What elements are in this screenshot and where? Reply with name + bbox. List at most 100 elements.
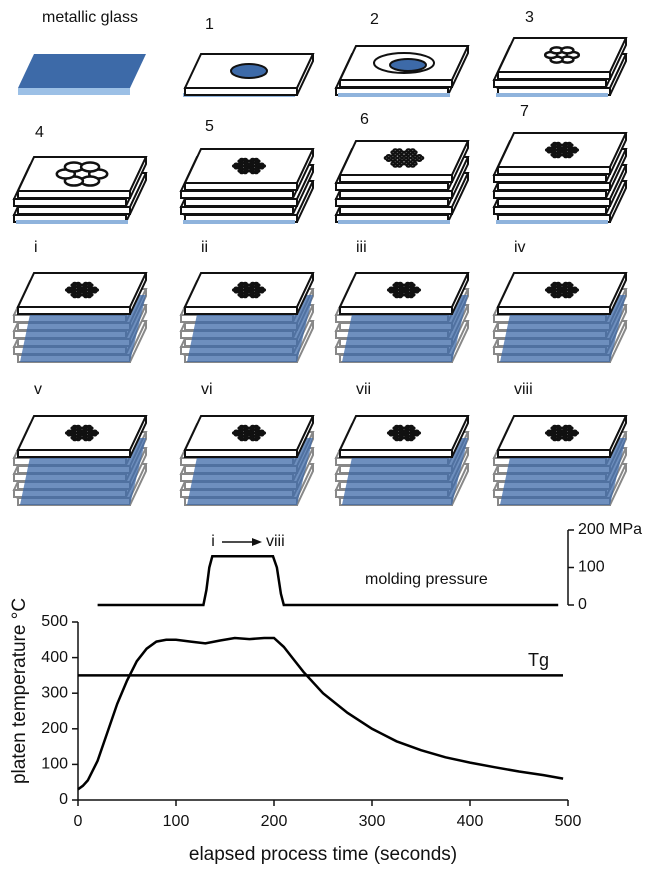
plate-front (339, 449, 453, 458)
hole (253, 434, 259, 439)
hole (408, 424, 414, 429)
panel-label: vii (356, 381, 371, 398)
glass-front (18, 88, 130, 95)
hole (86, 434, 92, 439)
hole (409, 159, 416, 165)
glass-top (18, 54, 146, 88)
plate-front (497, 449, 611, 458)
hole (414, 286, 420, 291)
panel-label: 1 (205, 16, 214, 33)
hole (408, 291, 414, 296)
glass-base (183, 220, 295, 224)
reference-label: Tg (528, 650, 549, 670)
hole (259, 429, 265, 434)
plate-front (184, 182, 298, 191)
glass-base (496, 93, 608, 97)
hole (253, 167, 259, 172)
plate-front (497, 71, 611, 80)
plate-front (493, 206, 607, 215)
y2-tick-label: 0 (578, 596, 587, 613)
panel-label: 4 (35, 124, 44, 141)
y-tick-label: 300 (41, 684, 68, 701)
annotation: molding pressure (365, 571, 488, 588)
data-line (97, 555, 559, 607)
hole (86, 424, 92, 429)
hole (397, 291, 403, 296)
y-tick-label: 0 (59, 791, 68, 808)
hole (259, 162, 265, 167)
y-tick-label: 400 (41, 649, 68, 666)
plate-front (180, 206, 294, 215)
hole (555, 434, 561, 439)
panel-label: vi (201, 381, 213, 398)
plate-front (13, 198, 127, 207)
x-tick-label: 200 (261, 813, 288, 830)
plate-front (335, 182, 449, 191)
hole (242, 167, 248, 172)
plate-front (339, 190, 453, 199)
hole (572, 429, 578, 434)
plate-front (184, 306, 298, 315)
panel-label: 2 (370, 11, 379, 28)
hole (242, 434, 248, 439)
glass-base (338, 220, 450, 224)
hole (555, 151, 561, 156)
hole (75, 424, 81, 429)
plate-front (497, 306, 611, 315)
hole (566, 141, 572, 146)
hole (555, 424, 561, 429)
hole (566, 434, 572, 439)
hole (79, 161, 101, 173)
x-tick-label: 0 (74, 813, 83, 830)
hole (397, 424, 403, 429)
panel-label: i (34, 239, 38, 256)
x-axis-label: elapsed process time (seconds) (189, 844, 457, 865)
plate-front (493, 79, 607, 88)
plate-front (493, 190, 607, 199)
hole (560, 46, 575, 55)
glass-base (338, 93, 450, 97)
hole (253, 281, 259, 286)
hole (86, 281, 92, 286)
hole (75, 281, 81, 286)
hole (259, 286, 265, 291)
plate-front (497, 182, 611, 191)
data-line (77, 636, 564, 791)
plate-front (17, 449, 131, 458)
hole (566, 151, 572, 156)
plate-front (339, 306, 453, 315)
hole (396, 148, 403, 153)
plate-front (493, 174, 607, 183)
hole (389, 58, 427, 72)
hole (409, 148, 416, 153)
hole (416, 153, 423, 159)
hole (408, 281, 414, 286)
hole (566, 281, 572, 286)
hole (397, 434, 403, 439)
plate-front (497, 166, 611, 175)
y-tick-label: 100 (41, 756, 68, 773)
hole (253, 157, 259, 162)
hole (572, 286, 578, 291)
plate-front (339, 206, 453, 215)
hole (242, 424, 248, 429)
plate-front (17, 206, 131, 215)
panel-label: iv (514, 239, 526, 256)
hole (92, 286, 98, 291)
y-axis-label: platen temperature °C (9, 598, 30, 784)
plate-front (335, 198, 449, 207)
y2-tick-label: 100 (578, 559, 605, 576)
panel-label: viii (514, 381, 533, 398)
x-tick-label: 500 (555, 813, 582, 830)
panel-label: ii (201, 239, 208, 256)
arrow-label: viii (266, 533, 285, 550)
hole (397, 281, 403, 286)
hole (92, 429, 98, 434)
panel-label: 7 (520, 103, 529, 120)
hole (555, 291, 561, 296)
arrowhead (252, 538, 262, 546)
hole (253, 424, 259, 429)
plate-front (17, 306, 131, 315)
